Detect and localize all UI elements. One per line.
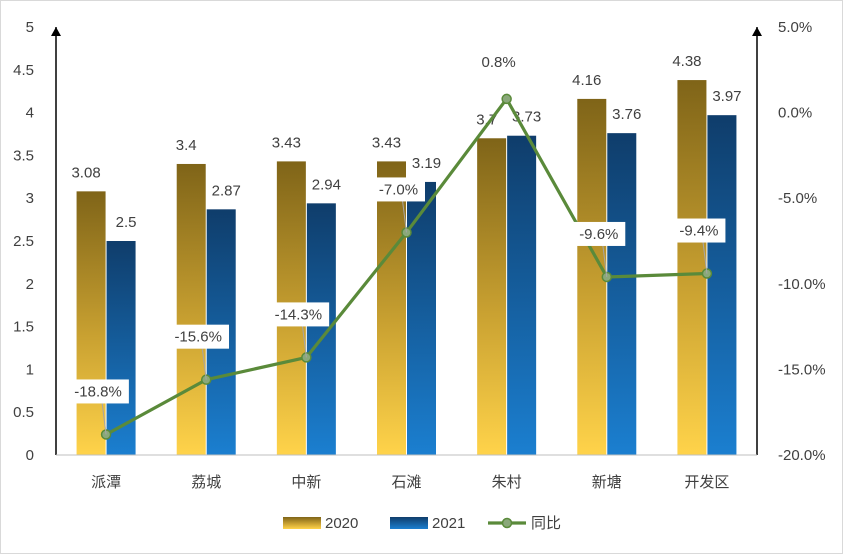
bar-2021 <box>507 135 537 455</box>
yoy-leader-line <box>602 244 608 278</box>
axes-group: 0 0.5 1 1.5 2 2.5 3 3.5 4 4.5 5 -20.0% -15.0% -10.0% -… <box>13 19 825 491</box>
x-tick-label: 荔城 <box>191 473 221 491</box>
yoy-leader-line <box>201 347 207 380</box>
y-right-tick-label: -15.0% <box>778 361 826 378</box>
yoy-label-box <box>572 221 626 246</box>
x-tick-label: 朱村 <box>492 473 522 491</box>
bar-2021-value-label: 3.97 <box>712 88 741 105</box>
yoy-value-label: -7.0% <box>379 181 418 198</box>
x-tick-label: 中新 <box>291 473 321 491</box>
y-left-tick-label: 4 <box>26 105 34 122</box>
y-right-tick-label: -20.0% <box>778 447 826 464</box>
legend-swatch-2020 <box>283 517 321 529</box>
yoy-value-label: 0.8% <box>482 54 516 71</box>
x-tick-label: 开发区 <box>684 473 729 491</box>
yoy-label-box <box>267 302 330 327</box>
bar-2021 <box>106 241 136 455</box>
legend-swatch-yoy-marker <box>501 517 513 529</box>
y-left-tick-label: 0.5 <box>13 404 34 421</box>
yoy-label-box <box>672 218 726 243</box>
bar-2020-value-label: 3.43 <box>372 134 401 151</box>
yoy-value-label: -9.4% <box>679 223 718 240</box>
y-right-tick-label: 0.0% <box>778 105 812 122</box>
bar-2020 <box>577 98 607 456</box>
yoy-leader-line <box>702 241 708 274</box>
bar-2021-value-label: 2.87 <box>212 182 241 199</box>
bar-2020-value-label: 3.4 <box>176 137 197 154</box>
y-axis-left-arrow <box>51 27 61 36</box>
yoy-label-group: -18.8% -15.6% -14.3% -7.0% 0.8% -9.6% -9.4% <box>67 54 726 435</box>
yoy-value-label: -9.6% <box>579 226 618 243</box>
yoy-label-box <box>167 324 230 349</box>
legend-label-2021: 2021 <box>432 515 465 532</box>
yoy-value-label: -18.8% <box>74 383 122 400</box>
y-left-tick-label: 4.5 <box>13 62 34 79</box>
yoy-value-label: -15.6% <box>174 329 222 346</box>
bar-2021 <box>607 133 637 456</box>
legend: 2020 2021 同比 <box>283 514 561 532</box>
bar-2020-value-label: 4.16 <box>572 72 601 89</box>
yoy-value-label: -14.3% <box>275 306 323 323</box>
legend-label-2020: 2020 <box>325 515 358 532</box>
bar-2021-value-label: 3.19 <box>412 155 441 172</box>
y-axis-right-arrow <box>752 27 762 36</box>
y-right-tick-label: -5.0% <box>778 190 817 207</box>
bar-2021-value-label: 2.5 <box>116 214 137 231</box>
x-tick-label: 石滩 <box>391 473 421 491</box>
bar-2021 <box>407 181 436 455</box>
bar-2020 <box>677 80 707 456</box>
y-right-tick-label: 5.0% <box>778 19 812 36</box>
bar-2020 <box>477 138 507 455</box>
bar-2021-value-label: 3.76 <box>612 106 641 123</box>
yoy-marker <box>501 93 512 105</box>
bar-2020-value-label: 3.43 <box>272 134 301 151</box>
yoy-label-box <box>372 177 425 202</box>
legend-label-yoy: 同比 <box>531 514 561 532</box>
y-left-tick-label: 2.5 <box>13 233 34 250</box>
x-tick-label: 新塘 <box>592 473 622 491</box>
bar-2020 <box>377 161 406 455</box>
bar-2020 <box>76 191 106 456</box>
bar-2021-value-label: 2.94 <box>312 176 341 193</box>
y-left-tick-label: 1.5 <box>13 319 34 336</box>
y-right-tick-label: -10.0% <box>778 276 826 293</box>
yoy-label-box <box>67 379 129 404</box>
y-left-tick-label: 5 <box>26 19 34 36</box>
y-left-tick-label: 3 <box>26 190 34 207</box>
yoy-leader-line <box>301 325 307 358</box>
bar-2020 <box>176 163 206 455</box>
legend-swatch-2021 <box>390 517 428 529</box>
yoy-leader-line <box>101 402 107 435</box>
bar-2020-value-label: 3.7 <box>476 111 497 128</box>
bar-2020-value-label: 3.08 <box>71 164 100 181</box>
x-tick-label: 派潭 <box>91 473 121 491</box>
y-left-tick-label: 2 <box>26 276 34 293</box>
bar-label-group: 3.082.53.42.873.432.943.433.193.7 3.734.1… <box>71 53 741 231</box>
y-left-tick-label: 0 <box>26 447 34 464</box>
y-left-tick-label: 3.5 <box>13 147 34 164</box>
y-left-tick-label: 1 <box>26 361 34 378</box>
yoy-leader-line <box>402 200 407 233</box>
bar-2021 <box>707 115 737 455</box>
bar-2021 <box>306 203 336 455</box>
bar-2020-value-label: 4.38 <box>672 53 701 70</box>
